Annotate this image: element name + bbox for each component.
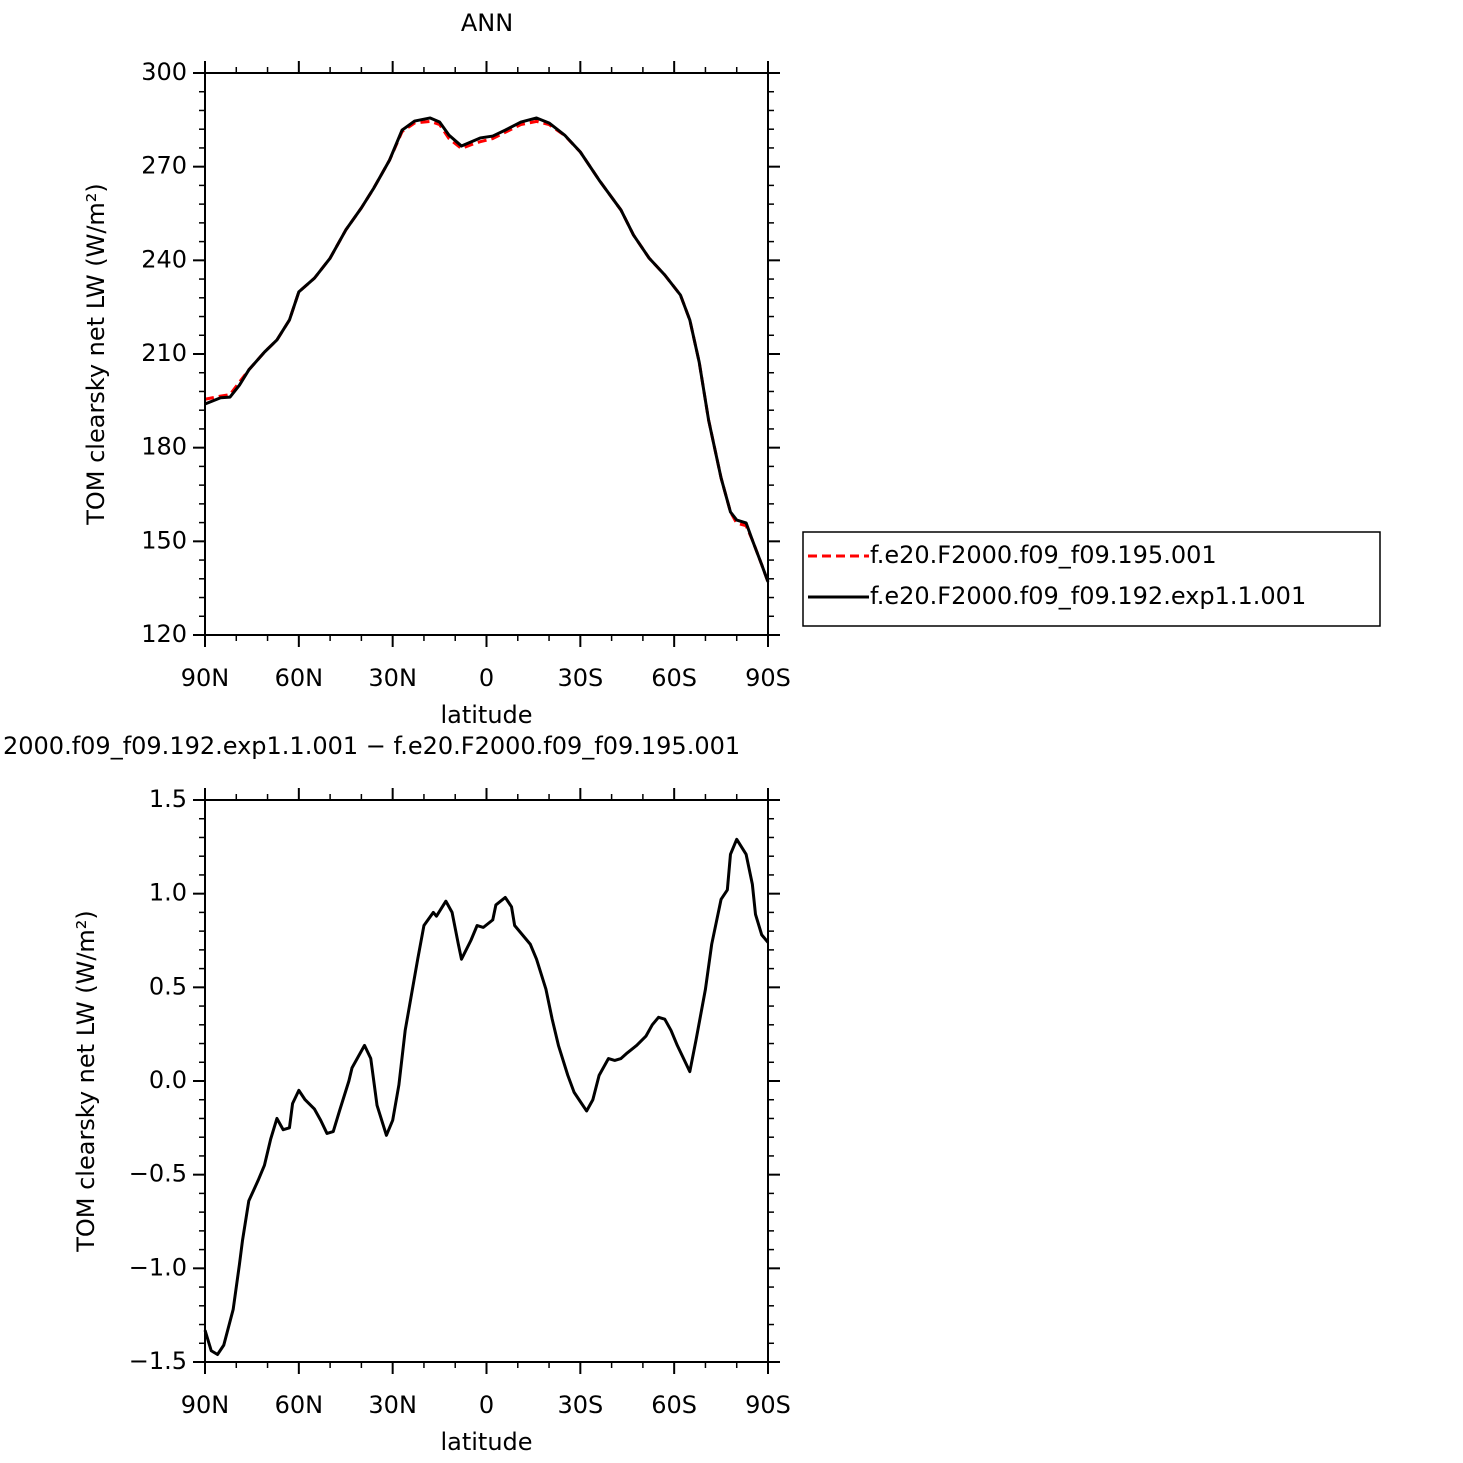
y-tick-label: −0.5 [129,1160,187,1188]
x-tick-label: 90S [745,664,791,692]
y-tick-label: −1.5 [129,1347,187,1375]
data-line [203,837,770,1357]
x-tick-label: 90N [181,664,230,692]
x-tick-label: 0 [479,1391,494,1419]
y-tick-label: 150 [141,526,187,554]
chart-title: ANN [461,9,513,37]
y-tick-label: 0.5 [149,972,187,1000]
y-tick-label: 240 [141,245,187,273]
y-tick-label: 300 [141,58,187,86]
x-tick-label: 0 [479,664,494,692]
y-tick-label: 0.0 [149,1066,187,1094]
y-tick-label: 120 [141,620,187,648]
plot-frame [204,799,769,1363]
x-tick-label: 30S [557,1391,603,1419]
y-axis-label: TOM clearsky net LW (W/m²) [82,183,110,526]
y-tick-label: −1.0 [129,1253,187,1281]
y-tick-label: 180 [141,433,187,461]
legend-label: f.e20.F2000.f09_f09.195.001 [870,541,1217,569]
x-tick-label: 30N [368,664,417,692]
x-tick-label: 90S [745,1391,791,1419]
x-tick-label: 30N [368,1391,417,1419]
y-tick-label: 270 [141,152,187,180]
y-tick-label: 1.0 [149,879,187,907]
x-axis-label: latitude [440,1428,532,1456]
x-axis-label: latitude [440,701,532,729]
y-axis-label: TOM clearsky net LW (W/m²) [72,910,100,1253]
chart-title: 2000.f09_f09.192.exp1.1.001 − f.e20.F200… [3,732,740,760]
x-tick-label: 60S [651,664,697,692]
data-line [204,119,770,583]
y-tick-label: 1.5 [149,785,187,813]
y-tick-label: 210 [141,339,187,367]
legend-box [802,531,1381,627]
x-tick-label: 60N [275,664,324,692]
plot-frame [204,72,769,636]
x-tick-label: 90N [181,1391,230,1419]
x-tick-label: 60N [275,1391,324,1419]
data-line [204,116,770,583]
legend-label: f.e20.F2000.f09_f09.192.exp1.1.001 [870,582,1306,610]
x-tick-label: 60S [651,1391,697,1419]
x-tick-label: 30S [557,664,603,692]
